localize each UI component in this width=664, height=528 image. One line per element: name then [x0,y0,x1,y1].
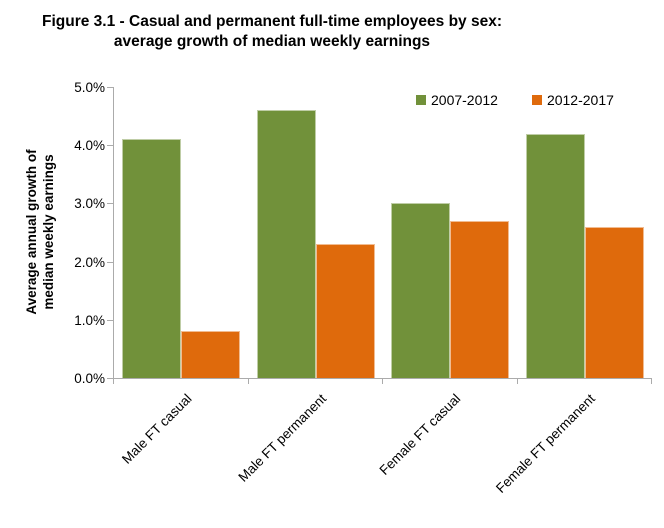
bar-group [518,87,653,378]
y-tick-mark [107,145,113,147]
legend-swatch-2012-2017 [531,95,542,105]
chart-title-line1: Figure 3.1 - Casual and permanent full-t… [42,13,502,30]
chart-title: Figure 3.1 - Casual and permanent full-t… [6,12,538,52]
y-tick-mark [107,378,113,379]
legend-swatch-2007-2012 [416,95,426,105]
x-category-label: Female FT permanent [493,391,599,496]
y-tick-label: 1.0% [74,312,105,328]
bar-2012-2017 [315,244,375,378]
plot-area [113,87,652,379]
bar-group [249,87,384,378]
y-tick-label: 0.0% [74,371,105,386]
bar-2007-2012 [525,133,585,378]
x-category-label: Male FT permanent [235,391,330,485]
legend-label: 2012-2017 [546,92,614,108]
y-tick-label: 4.0% [74,138,105,154]
bar-2007-2012 [256,110,316,378]
bar-2012-2017 [181,331,241,378]
y-axis-title-line2: median weekly earnings [41,154,56,310]
x-category-label: Female FT casual [377,391,464,478]
x-tick-mark [247,379,249,384]
x-category-label: Male FT casual [119,391,195,467]
bar-2012-2017 [450,220,510,378]
x-tick-mark [651,379,652,384]
bar-group [383,87,518,378]
y-tick-label: 3.0% [74,196,105,212]
bar-group [114,87,249,378]
y-tick-mark [107,319,113,321]
legend-label: 2007-2012 [431,92,498,108]
y-tick-label: 2.0% [74,254,105,270]
y-tick-mark [107,203,113,205]
legend: 2007-2012 2012-2017 [416,92,614,108]
y-tick-mark [107,261,113,263]
y-axis-title: Average annual growth of median weekly e… [23,149,57,314]
y-tick-label: 5.0% [74,80,105,95]
bar-2012-2017 [584,226,644,378]
bar-2007-2012 [391,203,451,378]
legend-item: 2007-2012 [416,92,498,108]
y-tick-mark [107,87,113,88]
bar-2007-2012 [122,139,182,378]
y-axis-title-line1: Average annual growth of [24,149,39,315]
x-tick-mark [113,379,114,384]
x-tick-mark [382,379,383,384]
legend-item: 2012-2017 [531,92,614,108]
x-tick-mark [516,379,518,384]
chart-title-line2: average growth of median weekly earnings [113,33,431,50]
